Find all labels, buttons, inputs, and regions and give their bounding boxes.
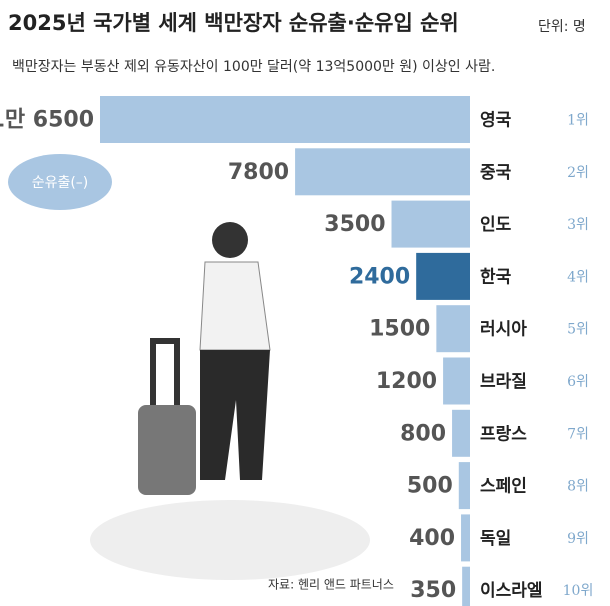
- illustration: [90, 222, 370, 580]
- unit: 단위: 명: [538, 19, 586, 35]
- bar: [295, 148, 470, 196]
- bar: [462, 566, 470, 606]
- rank-label: 10위: [563, 583, 594, 599]
- bar: [443, 357, 470, 405]
- chart-title: 2025년 국가별 세계 백만장자 순유출·순유입 순위: [8, 11, 459, 35]
- rank-label: 6위: [567, 374, 589, 390]
- subtitle: 백만장자는 부동산 제외 유동자산이 100만 달러(약 13억5000만 원)…: [12, 59, 495, 75]
- rank-label: 8위: [567, 479, 589, 495]
- value-label: 7800: [228, 160, 289, 185]
- rank-label: 5위: [567, 322, 589, 338]
- category-label: 인도: [480, 215, 512, 235]
- category-label: 영국: [480, 111, 512, 131]
- value-label: 500: [407, 474, 453, 499]
- rank-label: 7위: [567, 426, 589, 442]
- bar: [391, 200, 470, 248]
- source: 자료: 헨리 앤드 파트너스: [268, 578, 394, 592]
- value-label: 3500: [324, 212, 385, 237]
- category-label: 러시아: [480, 320, 527, 340]
- bar: [458, 462, 470, 510]
- category-label: 브라질: [480, 371, 527, 392]
- bar: [100, 96, 470, 143]
- annotation: 순유출(–): [32, 175, 89, 191]
- category-label: 이스라엘: [480, 581, 543, 601]
- value-label: 2400: [349, 264, 410, 289]
- rank-label: 2위: [567, 165, 589, 181]
- value-label: 400: [409, 526, 455, 551]
- annotation-bubble: [8, 154, 112, 210]
- bar: [436, 305, 470, 353]
- rank-label: 3위: [567, 217, 589, 233]
- value-label: 1200: [376, 369, 437, 394]
- value-label: 350: [410, 578, 456, 603]
- value-label: 1만 6500: [0, 108, 94, 133]
- category-label: 프랑스: [480, 424, 527, 444]
- category-label: 한국: [480, 267, 512, 287]
- category-label: 스페인: [480, 477, 527, 497]
- value-label: 1500: [369, 317, 430, 342]
- category-label: 독일: [480, 529, 511, 549]
- bar: [461, 514, 470, 562]
- rank-label: 4위: [567, 269, 589, 285]
- rank-label: 1위: [567, 113, 589, 129]
- category-label: 중국: [480, 163, 512, 183]
- bar: [452, 409, 470, 457]
- value-label: 800: [400, 421, 446, 446]
- rank-label: 9위: [567, 531, 589, 547]
- bar: [416, 252, 470, 300]
